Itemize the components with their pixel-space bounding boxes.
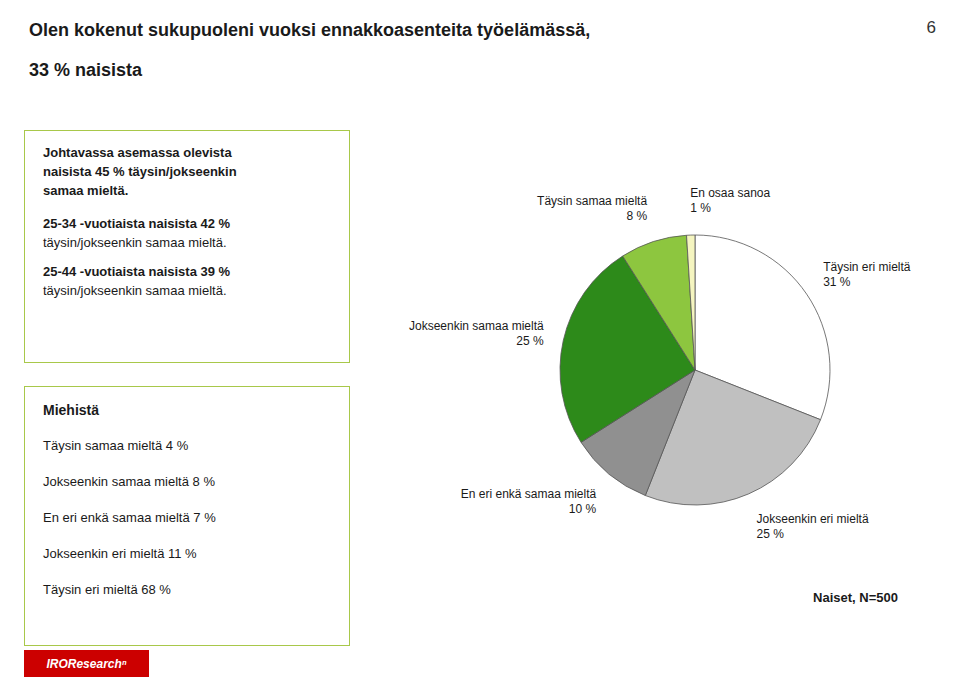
- html-text:6: 6: [926, 18, 936, 37]
- html-text:Jokseenkin samaa mieltä 8 %: Jokseenkin samaa mieltä 8 %: [43, 474, 215, 489]
- svg-text:Jokseenkin samaa mieltä25 %: Jokseenkin samaa mieltä25 %: [409, 319, 544, 348]
- html-text:Miehistä: Miehistä: [43, 402, 99, 418]
- html-text:Johtavassa asemassa olevista: Johtavassa asemassa olevista: [43, 145, 232, 160]
- html-text:samaa mieltä.: samaa mieltä.: [43, 183, 129, 198]
- html-text:25-34 -vuotiaista naisista 42: 25-34 -vuotiaista naisista 42 %: [43, 216, 231, 231]
- html-text:En eri enkä samaa mieltä 7 %: En eri enkä samaa mieltä 7 %: [43, 510, 216, 525]
- svg-text:Jokseenkin eri mieltä25 %: Jokseenkin eri mieltä25 %: [757, 512, 869, 541]
- svg-text:En eri enkä samaa mieltä10 %: En eri enkä samaa mieltä10 %: [461, 487, 597, 516]
- svg-text:Täysin eri mieltä31 %: Täysin eri mieltä31 %: [823, 260, 911, 289]
- svg-text:En osaa sanoa1 %: En osaa sanoa1 %: [690, 186, 770, 215]
- html-text:IROResearchⁿ: IROResearchⁿ: [46, 656, 127, 671]
- html-text:Naiset, N=500: Naiset, N=500: [813, 590, 898, 605]
- html-text:Täysin eri mieltä 68 %: Täysin eri mieltä 68 %: [43, 582, 171, 597]
- html-text:Jokseenkin eri mieltä 11 %: Jokseenkin eri mieltä 11 %: [43, 546, 197, 561]
- html-text:Olen kokenut sukupuoleni vuoks: Olen kokenut sukupuoleni vuoksi ennakkoa…: [29, 20, 591, 40]
- html-text:täysin/jokseenkin samaa mieltä: täysin/jokseenkin samaa mieltä.: [43, 283, 227, 298]
- html-text:25-44 -vuotiaista naisista 39: 25-44 -vuotiaista naisista 39 %: [43, 264, 231, 279]
- html-text:33 % naisista: 33 % naisista: [29, 60, 143, 80]
- svg-text:Täysin samaa mieltä8 %: Täysin samaa mieltä8 %: [537, 194, 647, 223]
- html-text:naisista 45 % täysin/jokseenki: naisista 45 % täysin/jokseenkin: [43, 164, 237, 179]
- html-text:täysin/jokseenkin samaa mieltä: täysin/jokseenkin samaa mieltä.: [43, 235, 227, 250]
- html-text:Täysin samaa mieltä 4 %: Täysin samaa mieltä 4 %: [43, 438, 189, 453]
